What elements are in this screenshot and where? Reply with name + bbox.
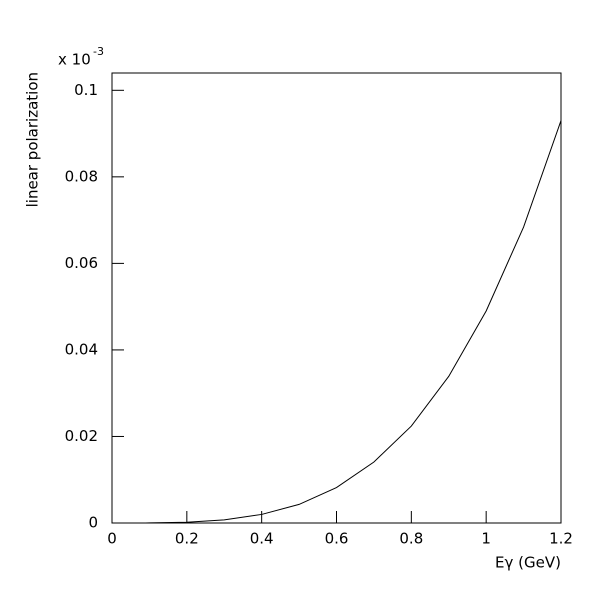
x-tick-label: 0.2: [175, 530, 199, 548]
y-tick-label: 0.04: [65, 340, 98, 358]
y-axis-label: linear polarization: [24, 72, 42, 207]
axis-multiplier-exponent: -3: [93, 45, 104, 58]
x-tick-label: 1.2: [549, 530, 573, 548]
axis-multiplier: x 10: [58, 51, 91, 69]
y-tick-label: 0: [88, 514, 98, 532]
x-axis-label: Eγ (GeV): [495, 554, 561, 572]
x-tick-label: 0: [107, 530, 117, 548]
x-tick-label: 1: [481, 530, 491, 548]
y-tick-label: 0.08: [65, 167, 98, 185]
x-tick-label: 0.8: [399, 530, 423, 548]
x-tick-label: 0.4: [250, 530, 274, 548]
data-line: [145, 120, 562, 524]
y-tick-label: 0.1: [74, 81, 98, 99]
plot-frame: [111, 72, 562, 524]
x-tick-label: 0.6: [325, 530, 349, 548]
y-tick-label: 0.06: [65, 254, 98, 272]
y-tick-label: 0.02: [65, 427, 98, 445]
